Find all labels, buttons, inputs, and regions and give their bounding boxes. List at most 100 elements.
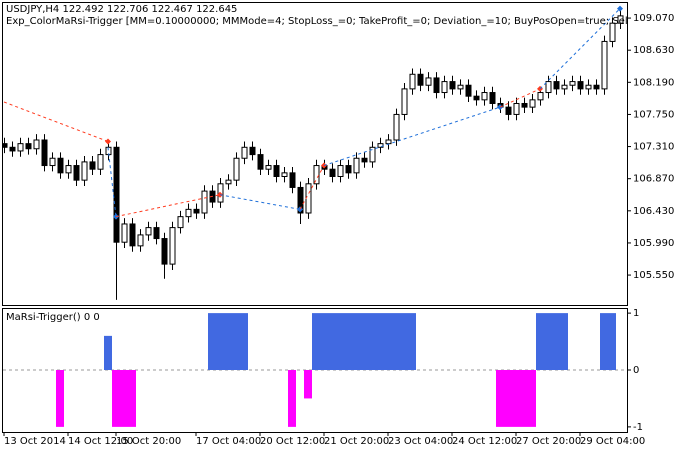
candle-body	[257, 154, 264, 170]
histogram-bar	[352, 313, 360, 370]
x-tick-label: 21 Oct 20:00	[324, 436, 389, 447]
candle-body	[529, 99, 536, 108]
candle-body	[161, 238, 168, 265]
candle-body	[305, 183, 312, 214]
candle-body	[481, 92, 488, 101]
candle-body	[545, 81, 552, 94]
axes: 109.070 108.630 108.190 107.750 107.310 106.8…	[3, 13, 674, 447]
main-plot	[2, 5, 624, 300]
histogram-bar	[120, 370, 128, 427]
candle-body	[249, 146, 256, 156]
histogram-bar	[304, 370, 312, 399]
candle-body	[425, 77, 432, 86]
candle-body	[73, 165, 80, 181]
histogram-bar	[312, 313, 320, 370]
histogram-bar	[512, 370, 520, 427]
candle-body	[129, 223, 136, 247]
signal-line	[219, 194, 301, 210]
histogram-bar	[104, 335, 112, 370]
candle-body	[473, 95, 480, 101]
candle-body	[569, 81, 576, 86]
x-tick-label: 14 Oct 12:00	[68, 436, 133, 447]
histogram-bar	[376, 313, 384, 370]
x-tick-label: 24 Oct 12:00	[452, 436, 517, 447]
signal-line	[299, 165, 325, 210]
histogram-bar	[344, 313, 352, 370]
candle-body	[601, 40, 608, 90]
candle-body	[281, 172, 288, 177]
histogram-bar	[552, 313, 560, 370]
candle-body	[273, 165, 280, 177]
y-tick-label: 105.990	[633, 238, 674, 249]
histogram-bar	[320, 313, 328, 370]
histogram-bar	[520, 370, 528, 427]
candle-body	[441, 81, 448, 94]
candle-body	[185, 208, 192, 218]
candle-body	[337, 165, 344, 177]
candle-body	[505, 106, 512, 115]
main-panel	[2, 2, 628, 306]
candle-body	[537, 92, 544, 101]
candle-body	[81, 161, 88, 181]
candle-body	[65, 165, 72, 174]
signal-line	[323, 106, 501, 167]
candle-body	[433, 77, 440, 94]
candle-body	[113, 146, 120, 243]
x-tick-label: 23 Oct 04:00	[388, 436, 453, 447]
histogram-bar	[224, 313, 232, 370]
candle-body	[169, 227, 176, 265]
histogram-bar	[544, 313, 552, 370]
chart-subtitle: Exp_ColorMaRsi-Trigger [MM=0.10000000; M…	[6, 16, 677, 27]
y-tick-label: 0	[633, 365, 639, 376]
histogram-bar	[504, 370, 512, 427]
histogram-bar	[600, 313, 608, 370]
y-tick-label: 108.190	[633, 77, 674, 88]
candle-body	[2, 143, 8, 148]
candle-body	[297, 186, 304, 214]
y-tick-label: 109.070	[633, 13, 674, 24]
candle-body	[57, 157, 64, 174]
candle-body	[449, 81, 456, 90]
candle-body	[145, 227, 152, 236]
candle-body	[553, 81, 560, 90]
histogram-bar	[528, 370, 536, 427]
candle-body	[289, 172, 296, 188]
candle-body	[377, 143, 384, 148]
signal-line	[499, 88, 541, 108]
y-tick-label: -1	[633, 422, 643, 433]
x-tick-label: 17 Oct 04:00	[196, 436, 261, 447]
y-tick-label: 108.630	[633, 45, 674, 56]
candle-body	[201, 190, 208, 214]
candle-body	[353, 157, 360, 174]
y-tick-label: 1	[633, 308, 639, 319]
y-tick-label: 105.550	[633, 270, 674, 281]
y-tick-label: 106.430	[633, 206, 674, 217]
candle-body	[577, 81, 584, 90]
signal-marker	[105, 138, 111, 145]
candle-body	[233, 157, 240, 181]
candle-body	[369, 146, 376, 163]
histogram-bar	[560, 313, 568, 370]
candle-body	[153, 227, 160, 240]
histogram-bar	[56, 370, 64, 427]
candle-body	[489, 92, 496, 104]
candle-body	[345, 165, 352, 174]
signal-marker	[617, 5, 623, 12]
candle-body	[409, 73, 416, 90]
candle-body	[49, 157, 56, 167]
histogram-bar	[328, 313, 336, 370]
candle-body	[177, 216, 184, 229]
candle-body	[401, 88, 408, 115]
candle-body	[33, 139, 40, 150]
histogram-bar	[232, 313, 240, 370]
histogram-bar	[496, 370, 504, 427]
candle-body	[313, 165, 320, 185]
histogram-bar	[384, 313, 392, 370]
candle-body	[25, 143, 32, 150]
candle-body	[193, 208, 200, 214]
candle-body	[609, 22, 616, 42]
histogram-bar	[288, 370, 296, 427]
x-tick-label: 27 Oct 20:00	[516, 436, 581, 447]
candle-body	[97, 154, 104, 170]
